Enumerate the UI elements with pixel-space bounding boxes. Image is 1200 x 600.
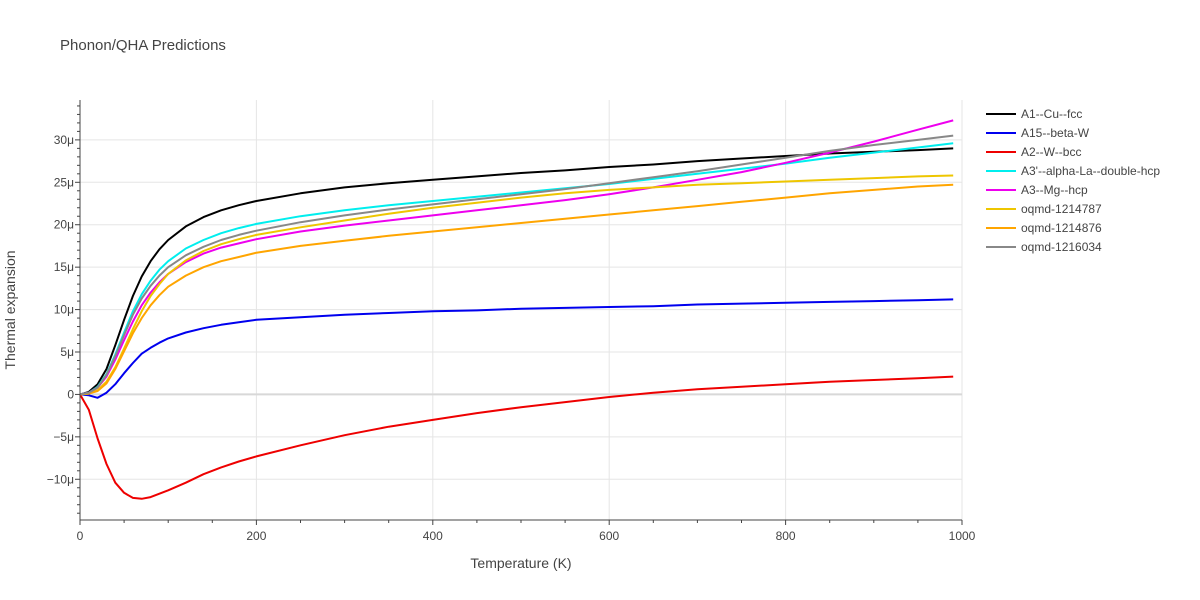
y-tick-label: 25μ xyxy=(54,175,74,189)
plot-area xyxy=(79,119,954,500)
y-tick-label: 20μ xyxy=(54,218,74,232)
chart-title: Phonon/QHA Predictions xyxy=(60,37,226,54)
legend-item[interactable]: oqmd-1214876 xyxy=(986,221,1102,235)
series-line-6 xyxy=(79,183,954,396)
x-tick-label: 400 xyxy=(423,529,443,543)
axes: 0 200 400 600 800 1000 −10μ −5μ 0 5μ 10μ 15μ 20μ 25μ 3… xyxy=(47,100,976,543)
y-axis-title: Thermal expansion xyxy=(2,250,18,369)
legend-label: A2--W--bcc xyxy=(1021,145,1081,159)
y-tick-label: 15μ xyxy=(54,260,74,274)
y-tick-label: 5μ xyxy=(60,345,74,359)
legend-item[interactable]: A3--Mg--hcp xyxy=(986,183,1088,197)
series-line-3 xyxy=(79,142,954,396)
legend-label: oqmd-1216034 xyxy=(1021,240,1102,254)
y-tick-label: −5μ xyxy=(53,430,74,444)
series-line-0 xyxy=(79,147,954,396)
x-tick-label: 0 xyxy=(77,529,84,543)
gridlines xyxy=(80,100,963,520)
legend-item[interactable]: A2--W--bcc xyxy=(986,145,1081,159)
series-line-2 xyxy=(79,375,954,500)
y-tick-label: 0 xyxy=(67,387,74,401)
x-tick-label: 200 xyxy=(246,529,266,543)
legend-label: A1--Cu--fcc xyxy=(1021,107,1082,121)
series-line-5 xyxy=(79,174,954,396)
series-line-1 xyxy=(79,298,954,399)
y-tick-label: 30μ xyxy=(54,133,74,147)
series-line-7 xyxy=(79,134,954,396)
legend-label: A3--Mg--hcp xyxy=(1021,183,1088,197)
x-tick-label: 1000 xyxy=(949,529,976,543)
legend-item[interactable]: A1--Cu--fcc xyxy=(986,107,1082,121)
legend-item[interactable]: A3'--alpha-La--double-hcp xyxy=(986,164,1160,178)
x-tick-label: 600 xyxy=(599,529,619,543)
x-tick-label: 800 xyxy=(776,529,796,543)
y-tick-label: −10μ xyxy=(47,472,74,486)
legend-label: A15--beta-W xyxy=(1021,126,1090,140)
legend-label: A3'--alpha-La--double-hcp xyxy=(1021,164,1160,178)
x-axis-title: Temperature (K) xyxy=(470,555,571,571)
legend[interactable]: A1--Cu--fcc A15--beta-W A2--W--bcc A3'--alp… xyxy=(986,107,1160,254)
legend-label: oqmd-1214876 xyxy=(1021,221,1102,235)
legend-label: oqmd-1214787 xyxy=(1021,202,1102,216)
series-line-4 xyxy=(79,119,954,396)
y-tick-label: 10μ xyxy=(54,303,74,317)
legend-item[interactable]: oqmd-1216034 xyxy=(986,240,1102,254)
legend-item[interactable]: A15--beta-W xyxy=(986,126,1090,140)
legend-item[interactable]: oqmd-1214787 xyxy=(986,202,1102,216)
